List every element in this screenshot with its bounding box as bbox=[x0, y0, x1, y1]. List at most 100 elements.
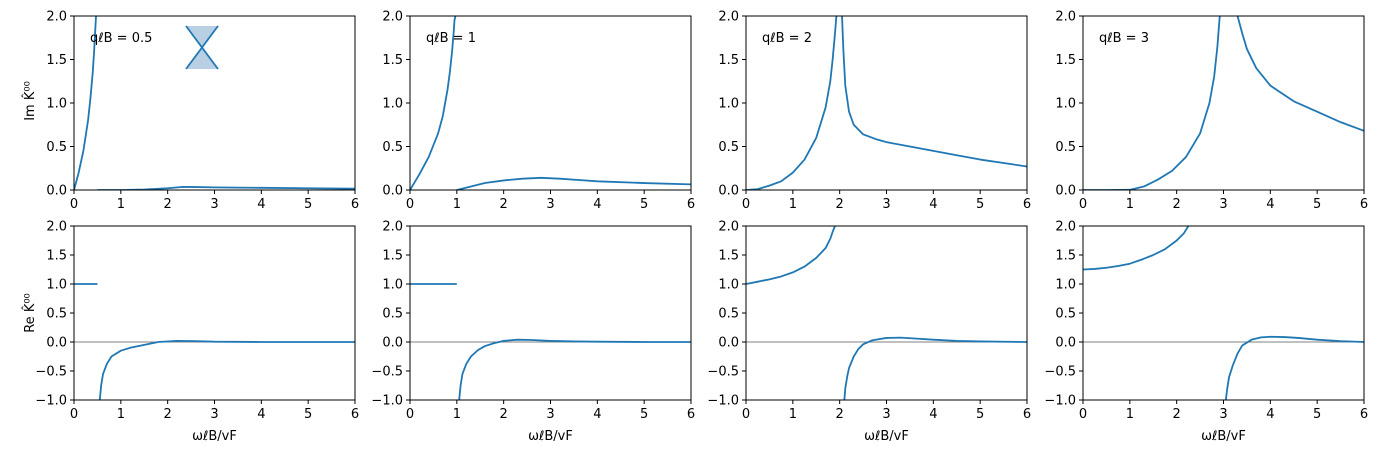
y-tick-label: 0.0 bbox=[382, 184, 403, 199]
x-tick-label: 3 bbox=[210, 407, 218, 422]
xlabel: ωℓB/vF bbox=[864, 429, 909, 444]
x-tick-label: 1 bbox=[1126, 407, 1134, 422]
x-tick-label: 1 bbox=[789, 407, 797, 422]
y-tick-label: −1.0 bbox=[707, 394, 739, 409]
dirac-cone-line-2 bbox=[185, 25, 219, 70]
y-tick-label: 1.0 bbox=[718, 278, 739, 293]
x-tick-label: 4 bbox=[1266, 197, 1274, 212]
x-tick-label: 5 bbox=[1313, 197, 1321, 212]
panel-re-2: 0 1 2 3 4 5 6 −1.0 −0.5 0.0 0.5 1.0 1.5 2.0 ωℓB/vF bbox=[371, 220, 695, 445]
y-tick-label: 1.5 bbox=[382, 249, 403, 264]
x-tick-label: 3 bbox=[882, 197, 890, 212]
y-tick-label: 0.5 bbox=[46, 140, 67, 155]
x-tick-label: 1 bbox=[117, 197, 125, 212]
ylabel-re: Re K̂⁰⁰ bbox=[23, 293, 38, 333]
panels: 0 1 2 3 4 5 6 0.0 0.5 1.0 1.5 2.0 qℓB = 0.5 0 1 2 3 4 5 6 0.… bbox=[35, 10, 1368, 445]
x-tick-label: 5 bbox=[304, 407, 312, 422]
x-tick-label: 4 bbox=[593, 197, 601, 212]
series-line-2 bbox=[1236, 16, 1364, 132]
y-tick-label: 1.0 bbox=[46, 278, 67, 293]
x-tick-label: 5 bbox=[976, 197, 984, 212]
x-tick-label: 3 bbox=[546, 407, 554, 422]
y-tick-label: 2.0 bbox=[46, 220, 67, 235]
y-tick-label: 0.5 bbox=[382, 307, 403, 322]
series-line-1 bbox=[410, 16, 457, 190]
y-tick-label: 0.0 bbox=[46, 184, 67, 199]
y-tick-label: 1.0 bbox=[1055, 97, 1076, 112]
y-tick-label: 1.5 bbox=[382, 53, 403, 68]
x-tick-label: 1 bbox=[453, 197, 461, 212]
x-tick-label: 2 bbox=[836, 407, 844, 422]
y-tick-label: 1.5 bbox=[1055, 249, 1076, 264]
axes-frame bbox=[409, 225, 692, 401]
series-line-2 bbox=[458, 338, 691, 400]
y-tick-label: 1.0 bbox=[46, 97, 67, 112]
x-tick-label: 6 bbox=[1360, 197, 1368, 212]
x-tick-label: 4 bbox=[257, 197, 265, 212]
dirac-cone-inset bbox=[185, 25, 219, 70]
x-tick-label: 6 bbox=[1023, 197, 1031, 212]
panel-im-1: 0 1 2 3 4 5 6 0.0 0.5 1.0 1.5 2.0 qℓB = 0.5 bbox=[46, 10, 359, 213]
y-tick-label: 1.5 bbox=[718, 249, 739, 264]
series-line-2 bbox=[456, 176, 691, 190]
x-tick-label: 1 bbox=[117, 407, 125, 422]
y-tick-label: 0.0 bbox=[718, 336, 739, 351]
y-tick-label: 2.0 bbox=[718, 220, 739, 235]
x-tick-label: 3 bbox=[546, 197, 554, 212]
y-tick-label: 2.0 bbox=[718, 10, 739, 25]
series-line-2 bbox=[841, 16, 1027, 168]
x-tick-label: 2 bbox=[164, 197, 172, 212]
panel-im-2: 0 1 2 3 4 5 6 0.0 0.5 1.0 1.5 2.0 qℓB = 1 bbox=[382, 10, 695, 213]
x-tick-label: 4 bbox=[929, 197, 937, 212]
y-tick-label: 0.5 bbox=[1055, 307, 1076, 322]
y-tick-label: −0.5 bbox=[1044, 365, 1076, 380]
y-tick-label: −0.5 bbox=[371, 365, 403, 380]
panel-im-4: 0 1 2 3 4 5 6 0.0 0.5 1.0 1.5 2.0 qℓB = 3 bbox=[1055, 10, 1368, 213]
xlabel: ωℓB/vF bbox=[1201, 429, 1246, 444]
x-tick-label: 5 bbox=[640, 197, 648, 212]
x-tick-label: 4 bbox=[593, 407, 601, 422]
x-tick-label: 2 bbox=[164, 407, 172, 422]
series-line-2 bbox=[843, 336, 1027, 400]
y-tick-label: 1.5 bbox=[46, 53, 67, 68]
y-tick-label: 1.0 bbox=[382, 278, 403, 293]
x-tick-label: 4 bbox=[257, 407, 265, 422]
xlabel: ωℓB/vF bbox=[528, 429, 573, 444]
y-tick-label: 1.0 bbox=[1055, 278, 1076, 293]
x-tick-label: 2 bbox=[1173, 197, 1181, 212]
x-tick-label: 6 bbox=[1023, 407, 1031, 422]
y-tick-label: 2.0 bbox=[1055, 10, 1076, 25]
x-tick-label: 3 bbox=[1219, 407, 1227, 422]
x-tick-label: 0 bbox=[742, 197, 750, 212]
x-tick-label: 1 bbox=[789, 197, 797, 212]
x-tick-label: 3 bbox=[882, 407, 890, 422]
y-tick-label: 2.0 bbox=[382, 220, 403, 235]
panel-re-3: 0 1 2 3 4 5 6 −1.0 −0.5 0.0 0.5 1.0 1.5 2.0 ωℓB/vF bbox=[707, 220, 1031, 445]
x-tick-label: 6 bbox=[687, 407, 695, 422]
series-line-1 bbox=[1083, 226, 1190, 271]
series-line-1 bbox=[74, 16, 97, 190]
panel-re-4: 0 1 2 3 4 5 6 −1.0 −0.5 0.0 0.5 1.0 1.5 2.0 ωℓB/vF bbox=[1044, 220, 1368, 445]
x-tick-label: 0 bbox=[70, 407, 78, 422]
y-tick-label: 1.5 bbox=[718, 53, 739, 68]
axes-frame bbox=[1082, 225, 1365, 401]
x-tick-label: 1 bbox=[1126, 197, 1134, 212]
x-tick-label: 1 bbox=[453, 407, 461, 422]
x-tick-label: 6 bbox=[351, 407, 359, 422]
y-tick-label: 0.5 bbox=[1055, 140, 1076, 155]
x-tick-label: 3 bbox=[210, 197, 218, 212]
x-tick-label: 2 bbox=[836, 197, 844, 212]
y-tick-label: 0.0 bbox=[382, 336, 403, 351]
y-tick-label: −0.5 bbox=[707, 365, 739, 380]
panel-label: qℓB = 1 bbox=[426, 31, 476, 46]
x-tick-label: 6 bbox=[1360, 407, 1368, 422]
x-tick-label: 5 bbox=[1313, 407, 1321, 422]
x-tick-label: 5 bbox=[640, 407, 648, 422]
x-tick-label: 6 bbox=[351, 197, 359, 212]
x-tick-label: 2 bbox=[500, 407, 508, 422]
y-tick-label: 2.0 bbox=[1055, 220, 1076, 235]
y-tick-label: 1.5 bbox=[1055, 53, 1076, 68]
x-tick-label: 5 bbox=[304, 197, 312, 212]
y-tick-label: 0.0 bbox=[718, 184, 739, 199]
